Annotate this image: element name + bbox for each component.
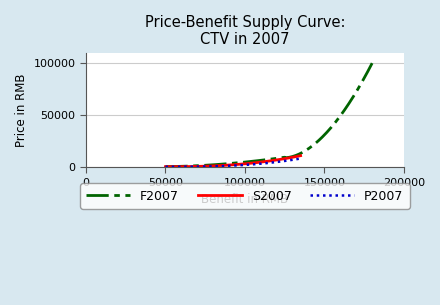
Y-axis label: Price in RMB: Price in RMB <box>15 73 28 147</box>
Title: Price-Benefit Supply Curve:
CTV in 2007: Price-Benefit Supply Curve: CTV in 2007 <box>145 15 345 47</box>
X-axis label: Benefit in RMB: Benefit in RMB <box>202 193 289 206</box>
Legend: F2007, S2007, P2007: F2007, S2007, P2007 <box>80 183 410 209</box>
